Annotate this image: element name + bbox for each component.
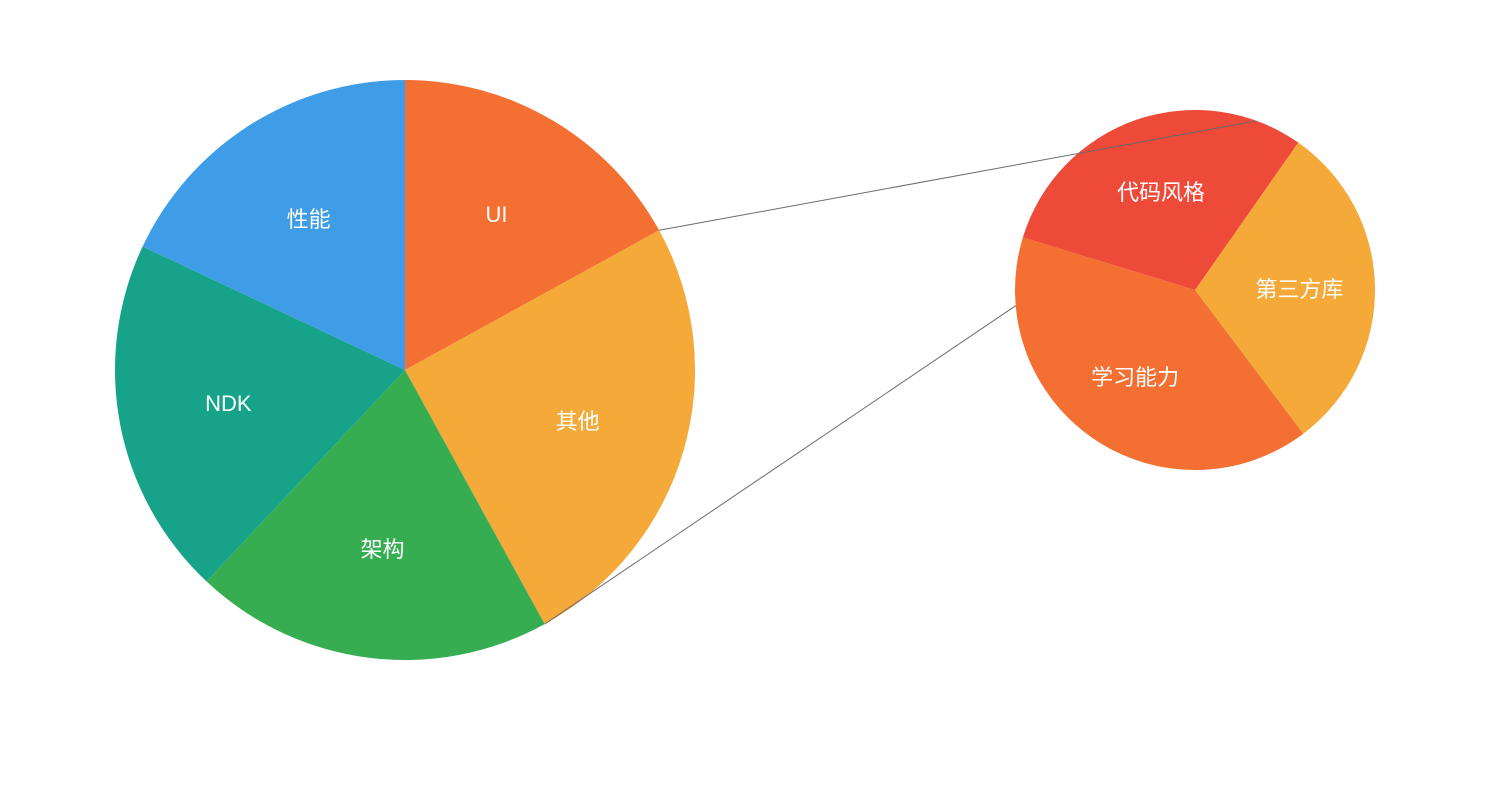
pie-charts-canvas [0, 0, 1500, 800]
detail-pie [1015, 110, 1375, 470]
main-pie [115, 80, 695, 660]
